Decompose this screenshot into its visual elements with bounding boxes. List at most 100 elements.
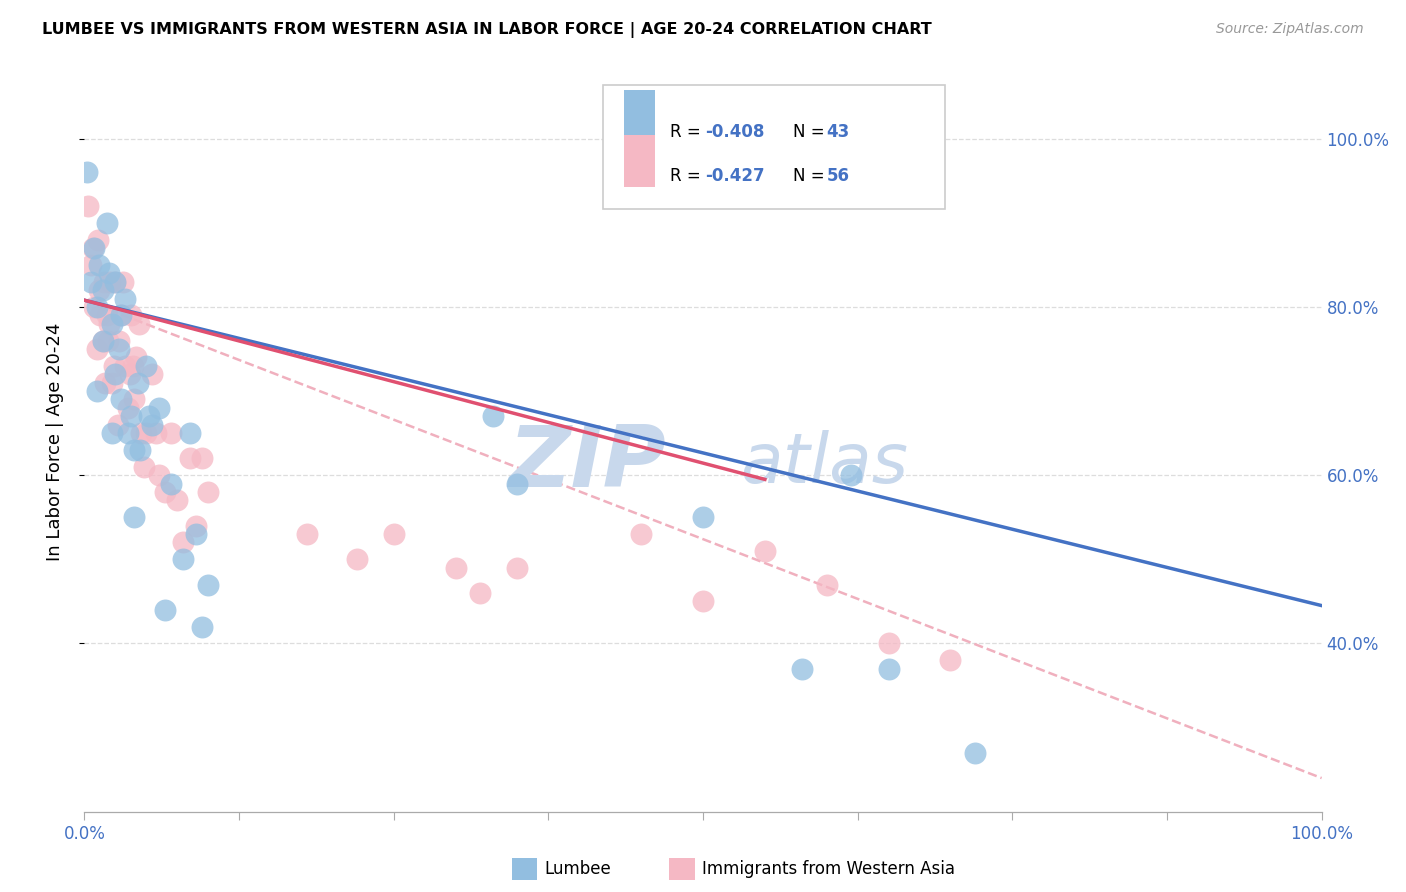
Text: R =: R =: [669, 123, 706, 141]
Point: [94, 376, 117, 390]
Point: [98, 266, 121, 280]
Point: [100, 317, 122, 331]
Point: [191, 619, 214, 633]
Point: [110, 309, 132, 323]
Point: [172, 552, 194, 566]
Point: [91, 334, 114, 348]
Point: [122, 442, 145, 457]
Point: [166, 493, 188, 508]
Point: [104, 275, 127, 289]
Point: [939, 653, 962, 667]
Point: [179, 426, 201, 441]
Point: [754, 544, 776, 558]
Point: [965, 746, 987, 760]
Point: [91, 334, 114, 348]
Point: [197, 485, 219, 500]
Point: [138, 409, 160, 424]
Point: [125, 351, 148, 365]
Point: [121, 359, 143, 373]
Point: [148, 401, 170, 415]
Point: [145, 426, 167, 441]
Point: [107, 417, 129, 432]
Point: [86, 300, 108, 314]
Point: [120, 409, 142, 424]
Point: [117, 426, 139, 441]
Point: [89, 283, 111, 297]
Text: 56: 56: [827, 168, 849, 186]
Point: [87, 233, 110, 247]
Point: [692, 594, 714, 608]
Point: [111, 275, 134, 289]
Point: [841, 468, 863, 483]
Point: [506, 560, 529, 574]
Point: [127, 376, 149, 390]
Point: [160, 426, 183, 441]
Point: [86, 342, 108, 356]
Point: [98, 275, 121, 289]
Point: [86, 384, 108, 398]
Text: Immigrants from Western Asia: Immigrants from Western Asia: [702, 860, 955, 878]
Point: [91, 283, 114, 297]
Point: [129, 442, 152, 457]
Point: [128, 317, 150, 331]
Text: Lumbee: Lumbee: [544, 860, 610, 878]
Point: [100, 426, 122, 441]
Point: [630, 527, 652, 541]
Point: [96, 216, 118, 230]
Point: [98, 317, 121, 331]
Point: [82, 241, 104, 255]
Text: Source: ZipAtlas.com: Source: ZipAtlas.com: [1216, 22, 1364, 37]
Text: -0.408: -0.408: [706, 123, 765, 141]
Text: R =: R =: [669, 168, 706, 186]
Point: [114, 292, 136, 306]
Point: [77, 199, 100, 213]
Point: [100, 376, 122, 390]
Point: [122, 510, 145, 524]
Point: [179, 451, 201, 466]
Point: [295, 527, 318, 541]
Point: [877, 662, 900, 676]
Point: [153, 485, 176, 500]
Point: [172, 535, 194, 549]
Point: [83, 241, 105, 255]
Point: [108, 342, 131, 356]
Point: [184, 518, 207, 533]
Text: LUMBEE VS IMMIGRANTS FROM WESTERN ASIA IN LABOR FORCE | AGE 20-24 CORRELATION CH: LUMBEE VS IMMIGRANTS FROM WESTERN ASIA I…: [42, 22, 932, 38]
Point: [89, 258, 111, 272]
Point: [110, 309, 132, 323]
Point: [191, 451, 214, 466]
Text: -0.427: -0.427: [706, 168, 765, 186]
Point: [1150, 888, 1173, 892]
Text: 43: 43: [827, 123, 851, 141]
Point: [96, 309, 118, 323]
Point: [97, 334, 120, 348]
Point: [692, 510, 714, 524]
Point: [506, 476, 529, 491]
Point: [346, 552, 368, 566]
Point: [132, 459, 155, 474]
Point: [815, 577, 838, 591]
Point: [93, 275, 115, 289]
Point: [184, 527, 207, 541]
Text: N =: N =: [793, 123, 830, 141]
Point: [444, 560, 467, 574]
Point: [117, 401, 139, 415]
Point: [110, 392, 132, 407]
Point: [382, 527, 405, 541]
Point: [481, 409, 503, 424]
Y-axis label: In Labor Force | Age 20-24: In Labor Force | Age 20-24: [45, 322, 63, 561]
Point: [129, 426, 152, 441]
Point: [877, 636, 900, 650]
Point: [141, 368, 163, 382]
Point: [470, 586, 492, 600]
Point: [120, 368, 142, 382]
Point: [135, 359, 157, 373]
Point: [197, 577, 219, 591]
Text: atlas: atlas: [740, 430, 908, 497]
Point: [160, 476, 183, 491]
Text: N =: N =: [793, 168, 830, 186]
Text: ZIP: ZIP: [508, 422, 666, 505]
Point: [79, 275, 101, 289]
Point: [104, 368, 127, 382]
Point: [122, 392, 145, 407]
